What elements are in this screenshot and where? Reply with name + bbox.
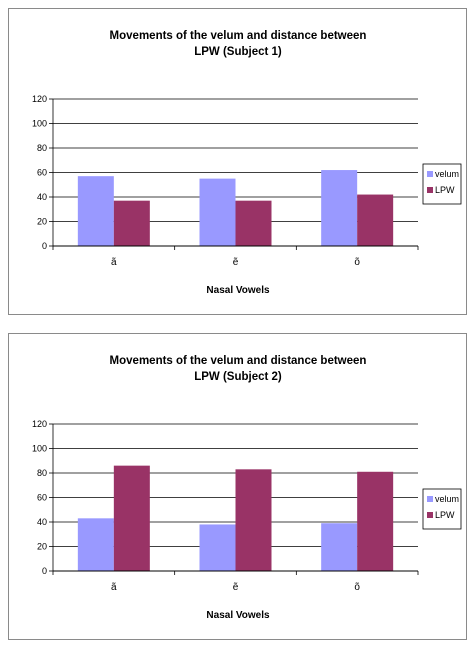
bar-lpw-0 (113, 200, 150, 246)
y-tick-label: 120 (32, 419, 47, 429)
y-tick-label: 120 (32, 94, 47, 104)
bar-velum-1 (199, 524, 236, 571)
legend-label-velum: velum (435, 169, 459, 179)
legend-swatch-velum (427, 171, 433, 177)
y-tick-label: 100 (32, 119, 47, 129)
legend-box (422, 163, 462, 205)
plot-area: 0 20 40 60 80 100 120 ã ẽ õ (32, 419, 419, 593)
x-axis-label: Nasal Vowels (206, 285, 270, 296)
x-tick-label: ẽ (233, 582, 239, 593)
x-tick-label: ã (111, 257, 117, 268)
bar-lpw-2 (357, 194, 394, 246)
chart-panel-subject-2: Movements of the velum and distance betw… (8, 333, 467, 640)
chart-subject-2: Movements of the velum and distance betw… (32, 355, 462, 621)
legend-label-lpw: LPW (435, 185, 455, 195)
legend-label-velum: velum (435, 494, 459, 504)
y-tick-label: 40 (37, 517, 47, 527)
y-tick-label: 20 (37, 217, 47, 227)
x-tick-label: õ (354, 257, 360, 268)
y-tick-label: 60 (37, 168, 47, 178)
chart-title-line2: LPW (Subject 2) (194, 371, 282, 383)
plot-area: 0 20 40 60 80 100 120 ã ẽ õ (32, 94, 419, 268)
legend: velum LPW (422, 163, 462, 205)
y-tick-label: 60 (37, 493, 47, 503)
bar-lpw-0 (113, 465, 150, 571)
legend-swatch-velum (427, 496, 433, 502)
chart-panel-subject-1: Movements of the velum and distance betw… (8, 8, 467, 315)
y-tick-label: 80 (37, 143, 47, 153)
bar-velum-1 (199, 178, 236, 246)
y-tick-label: 100 (32, 444, 47, 454)
bar-velum-0 (77, 518, 114, 571)
x-tick-label: ã (111, 582, 117, 593)
bar-velum-2 (321, 523, 358, 571)
chart-title-line1: Movements of the velum and distance betw… (110, 355, 367, 367)
y-tick-label: 0 (42, 241, 47, 251)
chart-title-line2: LPW (Subject 1) (194, 46, 282, 58)
y-tick-label: 80 (37, 468, 47, 478)
y-tick-label: 40 (37, 192, 47, 202)
legend: velum LPW (422, 488, 462, 530)
bar-velum-0 (77, 176, 114, 246)
x-axis-label: Nasal Vowels (206, 610, 270, 621)
bar-lpw-1 (235, 469, 272, 571)
bar-lpw-1 (235, 200, 272, 246)
legend-box (422, 488, 462, 530)
bar-velum-2 (321, 170, 358, 246)
y-tick-label: 0 (42, 566, 47, 576)
legend-swatch-lpw (427, 187, 433, 193)
chart-title-line1: Movements of the velum and distance betw… (110, 30, 367, 42)
legend-label-lpw: LPW (435, 510, 455, 520)
x-tick-label: ẽ (233, 257, 239, 268)
y-tick-label: 20 (37, 542, 47, 552)
bar-lpw-2 (357, 471, 394, 571)
legend-swatch-lpw (427, 512, 433, 518)
x-tick-label: õ (354, 582, 360, 593)
chart-subject-1: Movements of the velum and distance betw… (32, 30, 462, 296)
